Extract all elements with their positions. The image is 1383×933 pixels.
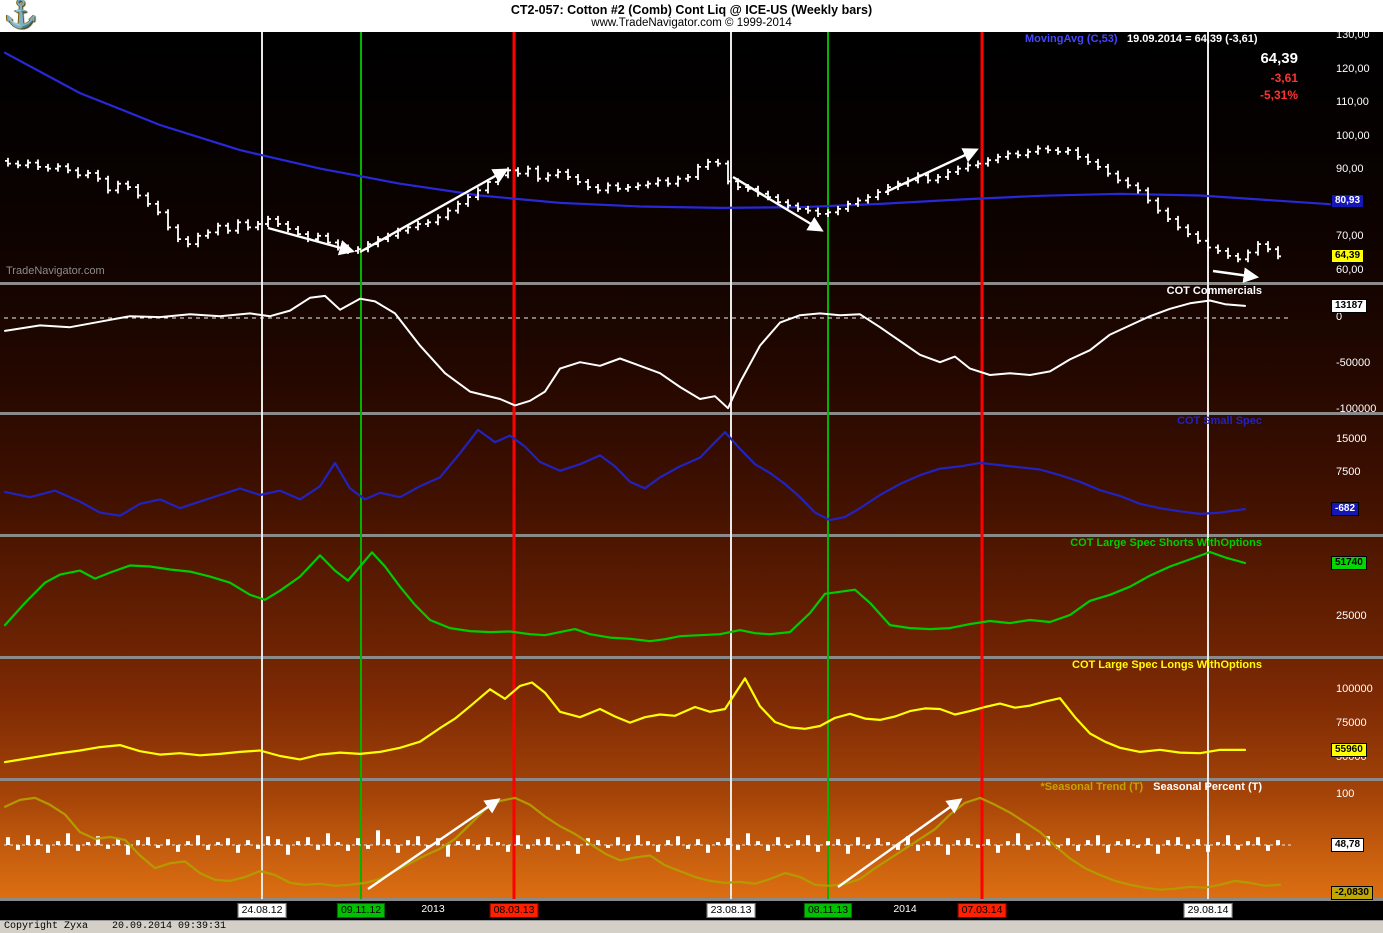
y-axis-tick: 60,00	[1336, 264, 1364, 276]
panel-separator	[0, 282, 1383, 285]
panel-label-cot_small_spec: COT Small Spec	[1177, 415, 1262, 427]
panel-label-text: COT Large Spec Longs WithOptions	[1072, 659, 1262, 671]
panel-label-text: COT Small Spec	[1177, 415, 1262, 427]
axis-value-badge: -2,0830	[1331, 886, 1373, 900]
x-axis-label-24.08.12: 24.08.12	[237, 903, 287, 918]
moving-average-legend: MovingAvg (C,53)	[1025, 33, 1118, 45]
y-axis-tick: 0	[1336, 311, 1343, 323]
panel-label-cot_large_spec_shorts: COT Large Spec Shorts WithOptions	[1070, 537, 1262, 549]
last-quote-label: 19.09.2014 = 64,39 (-3,61)	[1127, 33, 1258, 45]
y-axis-tick: 100,00	[1336, 129, 1370, 142]
cot-small-spec-line	[3, 428, 1247, 522]
x-axis-label-29.08.14: 29.08.14	[1183, 903, 1233, 918]
y-axis-tick: 130,00	[1336, 29, 1370, 41]
axis-value-badge: 55960	[1331, 742, 1367, 757]
change-value: -3,61	[1270, 71, 1298, 85]
status-bar: Copyright Zyxa 20.09.2014 09:39:31	[0, 920, 1383, 933]
y-axis-tick: 7500	[1336, 466, 1361, 478]
x-axis-label-09.11.12: 09.11.12	[336, 903, 386, 918]
axis-value-badge: 48,78	[1331, 838, 1365, 852]
anchor-icon: ⚓	[4, 0, 38, 29]
price-bars	[5, 145, 1281, 263]
trend-arrow	[732, 175, 824, 232]
y-axis-tick: 90,00	[1336, 163, 1364, 176]
x-axis-label-07.03.14: 07.03.14	[957, 903, 1007, 918]
trend-arrow	[367, 798, 501, 890]
panel-separator	[0, 534, 1383, 537]
chart-gradient-background	[0, 32, 1383, 900]
x-axis-label-2013: 2013	[421, 903, 445, 915]
y-axis-tick: 120,00	[1336, 62, 1370, 75]
cot-commercials-line	[4, 294, 1246, 410]
panel-label-text: Seasonal Percent (T)	[1153, 781, 1262, 793]
cot-large-spec-longs-line	[3, 677, 1247, 764]
panel-label-cot_commercials: COT Commercials	[1167, 285, 1262, 297]
axis-value-badge: 51740	[1331, 556, 1367, 570]
x-axis-label-2014: 2014	[893, 903, 917, 915]
y-axis-tick: 75000	[1336, 717, 1367, 729]
panel-label-text: COT Large Spec Shorts WithOptions	[1070, 537, 1262, 549]
panel-separator	[0, 412, 1383, 415]
y-axis-tick: -100000	[1336, 403, 1377, 415]
x-axis-label-08.11.13: 08.11.13	[803, 903, 853, 918]
seasonal-trend-line	[3, 796, 1282, 891]
chart-subtitle: www.TradeNavigator.com © 1999-2014	[591, 17, 792, 29]
x-axis-label-08.03.13: 08.03.13	[489, 903, 539, 918]
axis-value-badge: 80,93	[1331, 193, 1365, 208]
x-axis-label-23.08.13: 23.08.13	[706, 903, 756, 918]
trend-arrow	[837, 798, 963, 888]
y-axis-tick: 100000	[1336, 683, 1373, 695]
y-axis-tick: 110,00	[1336, 96, 1369, 109]
chart-titlebar: ⚓ CT2-057: Cotton #2 (Comb) Cont Liq @ I…	[0, 0, 1383, 32]
trend-arrow	[267, 226, 356, 256]
panel-label-text: *Seasonal Trend (T)	[1040, 781, 1144, 793]
watermark: TradeNavigator.com	[6, 265, 105, 277]
cot-large-spec-shorts-line	[3, 550, 1247, 643]
last-close-value: 64,39	[1260, 50, 1298, 67]
chart-title: CT2-057: Cotton #2 (Comb) Cont Liq @ ICE…	[510, 3, 873, 17]
trend-arrow	[885, 148, 979, 194]
panel-label-text: COT Commercials	[1166, 285, 1262, 297]
panel-label-seasonal: *Seasonal Trend (T) Seasonal Percent (T)	[1040, 781, 1262, 793]
y-axis-tick: 100	[1336, 788, 1355, 800]
trend-arrow	[359, 168, 509, 254]
y-axis-tick: 15000	[1336, 433, 1367, 445]
moving-average-line	[3, 51, 1332, 209]
panel-separator	[0, 778, 1383, 781]
panel-separator	[0, 656, 1383, 659]
trend-arrow	[1212, 267, 1260, 284]
axis-value-badge: 13187	[1331, 298, 1367, 313]
y-axis-tick: 25000	[1336, 610, 1367, 622]
panel-label-cot_large_spec_longs: COT Large Spec Longs WithOptions	[1072, 659, 1262, 671]
y-axis-tick: -50000	[1336, 357, 1371, 369]
panel-separator	[0, 898, 1383, 901]
axis-value-badge: 64,39	[1331, 249, 1365, 264]
y-axis-tick: 70,00	[1336, 230, 1364, 243]
axis-value-badge: -682	[1331, 502, 1360, 516]
change-percent-value: -5,31%	[1259, 88, 1298, 102]
seasonal-percent-histogram	[6, 830, 1280, 857]
